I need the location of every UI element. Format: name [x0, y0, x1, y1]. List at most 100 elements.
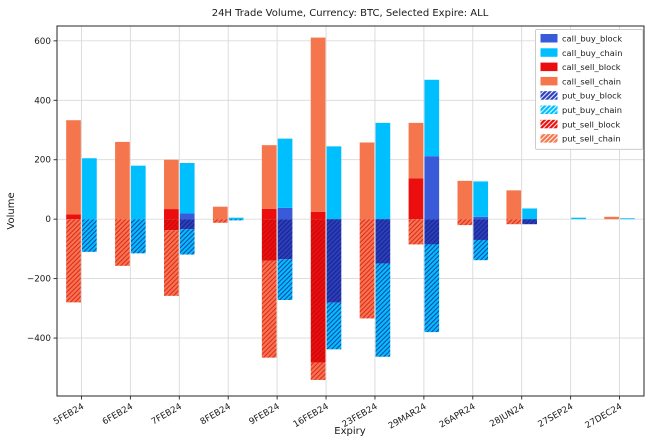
x-tick-label: 5FEB24 [52, 402, 86, 428]
bar-segment-call_buy_chain [375, 122, 391, 220]
legend-swatch-put_sell_block [540, 119, 558, 129]
bar-segment-put_buy_block [375, 219, 391, 264]
bar-segment-call_sell_chain [359, 142, 375, 220]
bar-segment-put_sell_chain [506, 219, 522, 225]
bar-segment-put_sell_block [310, 219, 326, 363]
bar-segment-put_buy_block [179, 219, 195, 230]
x-tick-label: 27SEP24 [536, 402, 575, 430]
bar-segment-call_buy_chain [228, 217, 244, 220]
legend-item-put_buy_block: put_buy_block [540, 91, 622, 101]
x-axis-label: Expiry [334, 426, 365, 437]
bar-segment-put_buy_chain [326, 302, 342, 350]
bar-segment-call_buy_chain [130, 165, 146, 220]
bar-segment-put_buy_chain [277, 259, 293, 300]
bar-segment-call_buy_chain [82, 158, 97, 220]
x-tick-label: 16FEB24 [292, 402, 331, 430]
legend-label: put_buy_chain [562, 105, 622, 115]
legend-label: call_buy_chain [562, 48, 622, 58]
bar-segment-put_buy_chain [424, 244, 440, 333]
legend-item-call_buy_block: call_buy_block [540, 34, 622, 44]
x-tick-label: 9FEB24 [248, 402, 282, 428]
bar-segment-call_buy_chain [522, 208, 537, 220]
legend-item-call_sell_chain: call_sell_chain [540, 76, 621, 86]
bar-segment-put_buy_block [522, 219, 537, 225]
legend-swatch-call_sell_chain [540, 76, 558, 86]
bar-segment-put_buy_block [326, 219, 342, 303]
bar-segment-put_buy_chain [82, 219, 97, 252]
bar-segment-call_sell_block [164, 209, 179, 220]
legend-box [535, 29, 644, 150]
legend-item-put_sell_block: put_sell_block [540, 119, 620, 129]
legend-swatch-put_buy_chain [540, 105, 558, 114]
legend-item-call_buy_chain: call_buy_chain [540, 48, 622, 58]
bar-segment-call_sell_block [310, 211, 326, 220]
legend-label: call_buy_block [562, 34, 622, 44]
legend-label: put_buy_block [562, 91, 622, 101]
bar-segment-put_sell_chain [212, 219, 228, 223]
plot-frame [56, 25, 645, 397]
bar-segment-call_buy_chain [179, 163, 195, 214]
bar-segment-call_buy_chain [424, 79, 440, 157]
chart-title: 24H Trade Volume, Currency: BTC, Selecte… [212, 8, 489, 19]
bar-segment-put_buy_block [277, 219, 293, 260]
legend-label: call_sell_chain [562, 76, 621, 86]
bar-segment-put_sell_chain [310, 362, 326, 380]
legend-label: call_sell_block [562, 62, 621, 72]
bar-segment-call_buy_chain [326, 146, 342, 220]
bars [66, 37, 635, 380]
bar-segment-put_buy_chain [228, 219, 244, 221]
legend-item-put_buy_chain: put_buy_chain [540, 105, 622, 115]
bar-segment-call_buy_block [179, 213, 195, 220]
bar-segment-call_sell_chain [115, 141, 130, 220]
bar-segment-put_sell_chain [457, 219, 473, 226]
legend-item-put_sell_chain: put_sell_chain [540, 134, 621, 144]
y-tick-label: 0 [45, 215, 51, 225]
bar-segment-put_sell_block [164, 219, 179, 231]
bar-segment-call_sell_chain [164, 159, 179, 210]
bar-segment-put_sell_chain [359, 219, 375, 319]
bar-segment-put_buy_chain [130, 219, 146, 254]
bar-segment-put_buy_block [473, 219, 489, 240]
bar-segment-call_sell_chain [604, 216, 619, 220]
bar-segment-call_sell_chain [310, 37, 326, 212]
legend-swatch-put_buy_block [540, 91, 558, 100]
bar-segment-call_sell_block [261, 208, 277, 220]
bar-segment-put_sell_block [261, 219, 277, 261]
bar-segment-call_buy_chain [277, 138, 293, 208]
legend-swatch-call_buy_chain [540, 48, 558, 57]
bar-segment-call_sell_chain [457, 180, 473, 220]
bar-segment-put_buy_chain [473, 239, 489, 261]
y-tick-label: 600 [34, 37, 51, 47]
y-tick-label: −200 [27, 275, 52, 285]
axis-ticks [53, 40, 620, 400]
bar-segment-put_sell_chain [66, 219, 81, 303]
bar-segment-call_sell_chain [408, 122, 424, 179]
x-tick-label: 6FEB24 [101, 402, 135, 428]
bar-segment-put_sell_chain [408, 219, 424, 245]
bar-segment-call_sell_chain [212, 206, 228, 220]
x-tick-label: 28JUN24 [488, 402, 526, 430]
x-tick-label: 7FEB24 [150, 402, 184, 428]
legend-label: put_sell_chain [562, 134, 621, 144]
bar-segment-put_sell_chain [115, 219, 130, 266]
bar-segment-call_sell_chain [66, 120, 81, 215]
y-tick-label: 200 [34, 156, 51, 166]
bar-segment-put_buy_chain [375, 263, 391, 357]
legend-item-call_sell_block: call_sell_block [540, 62, 621, 72]
bar-segment-call_buy_block [424, 156, 440, 220]
bar-segment-call_sell_block [66, 214, 81, 220]
bar-segment-call_sell_block [408, 178, 424, 220]
bar-segment-call_buy_block [473, 216, 489, 220]
legend-swatch-put_sell_chain [540, 134, 558, 143]
bar-segment-call_buy_chain [620, 218, 635, 220]
legend-swatch-call_buy_block [540, 34, 558, 43]
y-tick-label: 400 [34, 96, 51, 106]
legend-swatch-call_sell_block [540, 62, 558, 72]
bar-segment-put_buy_block [424, 219, 440, 245]
bar-segment-call_sell_chain [261, 145, 277, 209]
bar-segment-put_sell_chain [164, 230, 179, 296]
bar-segment-put_sell_chain [261, 260, 277, 358]
y-axis-label: Volume [6, 192, 17, 229]
x-tick-label: 27DEC24 [584, 402, 625, 431]
